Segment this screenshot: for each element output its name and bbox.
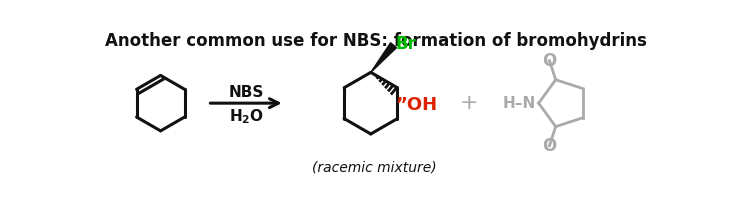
Text: ”OH: ”OH xyxy=(395,96,437,114)
Text: $\mathbf{H_2O}$: $\mathbf{H_2O}$ xyxy=(228,107,264,126)
Polygon shape xyxy=(371,43,396,72)
Text: Another common use for NBS: formation of bromohydrins: Another common use for NBS: formation of… xyxy=(105,32,647,50)
Text: Br: Br xyxy=(396,36,417,53)
Text: +: + xyxy=(460,93,479,113)
Text: H–N: H–N xyxy=(502,96,536,111)
Text: NBS: NBS xyxy=(228,85,264,100)
Text: O: O xyxy=(542,137,556,155)
Text: O: O xyxy=(542,52,556,70)
Text: (racemic mixture): (racemic mixture) xyxy=(313,160,437,174)
